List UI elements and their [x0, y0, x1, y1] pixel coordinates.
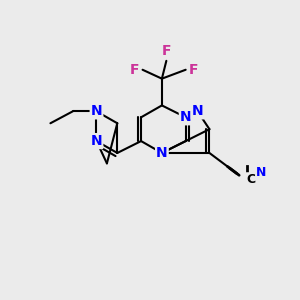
Text: F: F: [189, 63, 198, 77]
Text: N: N: [180, 110, 191, 124]
Text: F: F: [162, 44, 171, 58]
Text: F: F: [130, 63, 140, 77]
Text: N: N: [192, 104, 203, 118]
Text: C: C: [247, 173, 256, 186]
Text: N: N: [256, 166, 266, 179]
Text: N: N: [91, 134, 102, 148]
Text: N: N: [91, 104, 102, 118]
Text: N: N: [156, 146, 168, 160]
